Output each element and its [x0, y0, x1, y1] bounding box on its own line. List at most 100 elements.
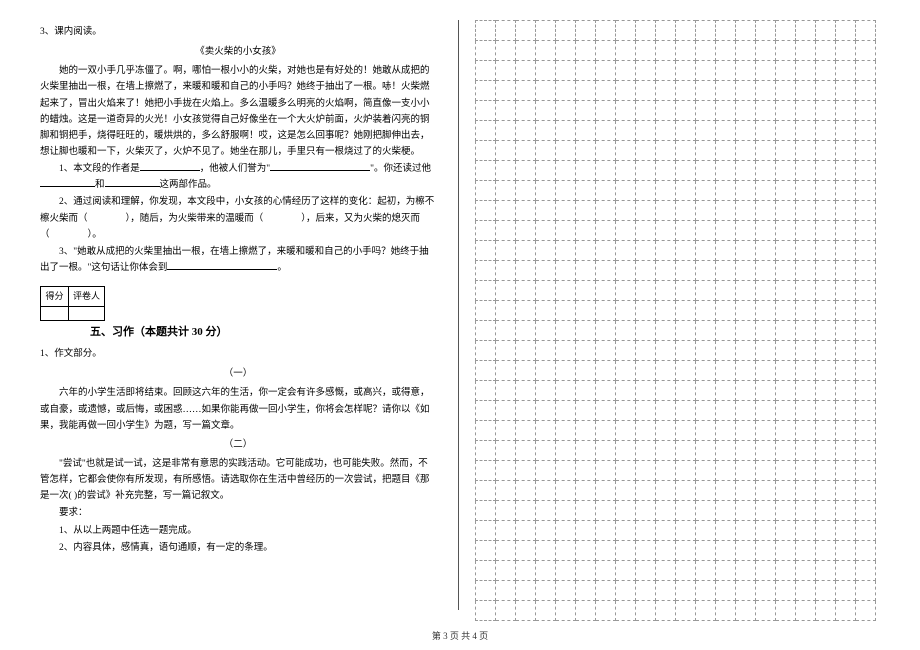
grid-cell[interactable]: [796, 181, 816, 201]
grid-cell[interactable]: [696, 521, 716, 541]
grid-cell[interactable]: [716, 361, 736, 381]
grid-cell[interactable]: [616, 421, 636, 441]
grid-cell[interactable]: [516, 501, 536, 521]
grid-cell[interactable]: [476, 241, 496, 261]
grid-cell[interactable]: [636, 121, 656, 141]
grid-cell[interactable]: [516, 121, 536, 141]
grid-cell[interactable]: [596, 501, 616, 521]
grid-cell[interactable]: [756, 301, 776, 321]
grid-cell[interactable]: [536, 81, 556, 101]
grid-cell[interactable]: [556, 321, 576, 341]
grid-cell[interactable]: [616, 201, 636, 221]
grid-cell[interactable]: [656, 221, 676, 241]
grid-cell[interactable]: [676, 61, 696, 81]
grid-cell[interactable]: [476, 421, 496, 441]
grid-cell[interactable]: [516, 201, 536, 221]
grid-cell[interactable]: [496, 221, 516, 241]
grid-cell[interactable]: [496, 81, 516, 101]
grid-cell[interactable]: [556, 241, 576, 261]
grid-cell[interactable]: [736, 381, 756, 401]
grid-cell[interactable]: [696, 301, 716, 321]
grid-cell[interactable]: [696, 561, 716, 581]
grid-cell[interactable]: [736, 141, 756, 161]
grid-cell[interactable]: [696, 101, 716, 121]
grid-cell[interactable]: [756, 501, 776, 521]
grid-cell[interactable]: [676, 221, 696, 241]
grid-cell[interactable]: [816, 421, 836, 441]
grid-cell[interactable]: [796, 521, 816, 541]
grid-cell[interactable]: [596, 421, 616, 441]
grid-cell[interactable]: [516, 341, 536, 361]
grid-cell[interactable]: [496, 381, 516, 401]
grid-cell[interactable]: [836, 201, 856, 221]
grid-cell[interactable]: [776, 321, 796, 341]
grid-cell[interactable]: [496, 541, 516, 561]
grid-cell[interactable]: [616, 101, 636, 121]
grid-cell[interactable]: [756, 101, 776, 121]
grid-cell[interactable]: [696, 121, 716, 141]
grid-cell[interactable]: [796, 301, 816, 321]
grid-cell[interactable]: [756, 201, 776, 221]
grid-cell[interactable]: [676, 481, 696, 501]
grid-cell[interactable]: [716, 221, 736, 241]
grid-cell[interactable]: [636, 441, 656, 461]
grid-cell[interactable]: [536, 481, 556, 501]
grid-cell[interactable]: [796, 101, 816, 121]
grid-cell[interactable]: [776, 401, 796, 421]
grid-cell[interactable]: [576, 221, 596, 241]
grid-cell[interactable]: [556, 101, 576, 121]
grid-cell[interactable]: [596, 241, 616, 261]
grid-cell[interactable]: [736, 221, 756, 241]
grid-cell[interactable]: [596, 201, 616, 221]
grid-cell[interactable]: [716, 581, 736, 601]
grid-cell[interactable]: [516, 541, 536, 561]
grid-cell[interactable]: [756, 421, 776, 441]
grid-cell[interactable]: [696, 81, 716, 101]
grid-cell[interactable]: [576, 461, 596, 481]
grid-cell[interactable]: [816, 461, 836, 481]
grid-cell[interactable]: [736, 41, 756, 61]
grid-cell[interactable]: [556, 201, 576, 221]
grid-cell[interactable]: [756, 441, 776, 461]
grid-cell[interactable]: [836, 461, 856, 481]
grid-cell[interactable]: [716, 281, 736, 301]
grid-cell[interactable]: [836, 301, 856, 321]
grid-cell[interactable]: [796, 381, 816, 401]
grid-cell[interactable]: [516, 141, 536, 161]
grid-cell[interactable]: [756, 561, 776, 581]
grid-cell[interactable]: [776, 541, 796, 561]
grid-cell[interactable]: [556, 561, 576, 581]
grid-cell[interactable]: [776, 361, 796, 381]
grid-cell[interactable]: [576, 381, 596, 401]
grid-cell[interactable]: [676, 321, 696, 341]
grid-cell[interactable]: [656, 541, 676, 561]
grid-cell[interactable]: [676, 281, 696, 301]
grid-cell[interactable]: [836, 601, 856, 621]
grid-cell[interactable]: [556, 381, 576, 401]
grid-cell[interactable]: [736, 61, 756, 81]
grid-cell[interactable]: [496, 181, 516, 201]
grid-cell[interactable]: [856, 181, 876, 201]
grid-cell[interactable]: [496, 301, 516, 321]
grid-cell[interactable]: [756, 581, 776, 601]
grid-cell[interactable]: [636, 481, 656, 501]
grid-cell[interactable]: [756, 221, 776, 241]
grid-cell[interactable]: [576, 21, 596, 41]
grid-cell[interactable]: [476, 361, 496, 381]
grid-cell[interactable]: [636, 181, 656, 201]
grid-cell[interactable]: [476, 181, 496, 201]
grid-cell[interactable]: [836, 61, 856, 81]
grid-cell[interactable]: [776, 441, 796, 461]
grid-cell[interactable]: [856, 521, 876, 541]
grid-cell[interactable]: [576, 81, 596, 101]
grid-cell[interactable]: [576, 321, 596, 341]
grid-cell[interactable]: [696, 541, 716, 561]
grid-cell[interactable]: [836, 361, 856, 381]
grid-cell[interactable]: [736, 461, 756, 481]
grid-cell[interactable]: [736, 341, 756, 361]
grid-cell[interactable]: [576, 61, 596, 81]
grid-cell[interactable]: [756, 161, 776, 181]
grid-cell[interactable]: [716, 101, 736, 121]
grid-cell[interactable]: [756, 461, 776, 481]
grid-cell[interactable]: [836, 421, 856, 441]
